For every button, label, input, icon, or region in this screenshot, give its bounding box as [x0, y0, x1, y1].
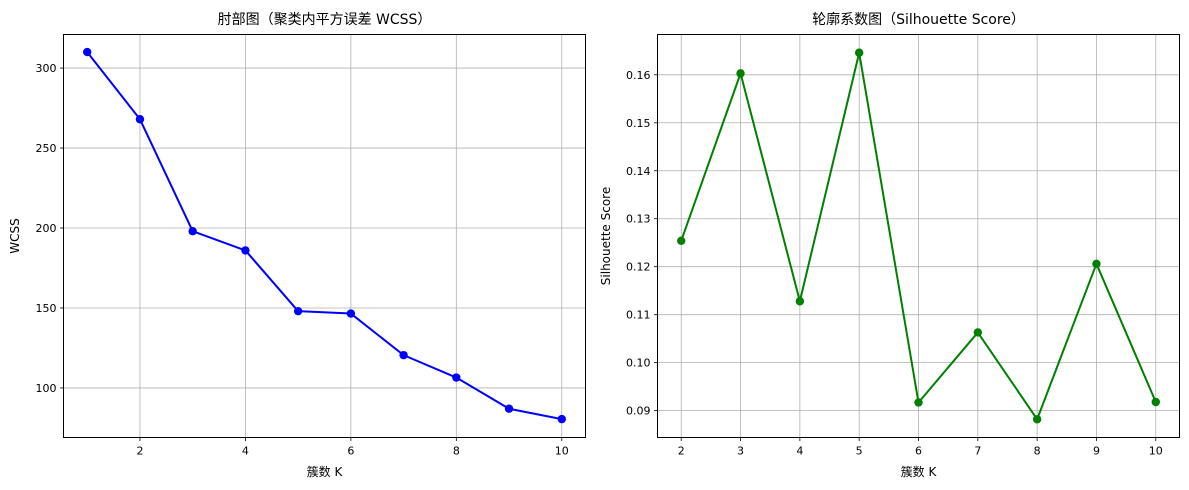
- silhouette-data-point: [854, 48, 864, 57]
- elbow-y-tick-label: 250: [36, 142, 57, 155]
- silhouette-chart-title: 轮廓系数图（Silhouette Score）: [812, 11, 1025, 28]
- silhouette-data-point: [973, 328, 983, 337]
- elbow-x-tick-label: 4: [242, 445, 249, 458]
- elbow-chart-plot-frame: [63, 34, 586, 438]
- silhouette-y-tick-label: 0.12: [626, 261, 651, 274]
- silhouette-data-point: [795, 297, 805, 306]
- elbow-y-tick-label: 200: [36, 222, 57, 235]
- silhouette-chart-plot-frame: [657, 34, 1180, 438]
- silhouette-y-tick-label: 0.15: [626, 117, 651, 130]
- elbow-chart-panel: 肘部图（聚类内平方误差 WCSS） 2 4 6 8 10100150200250300 …: [8, 12, 586, 479]
- silhouette-y-tick-label: 0.10: [626, 357, 651, 370]
- silhouette-x-tick-label: 2: [678, 445, 685, 458]
- elbow-chart-ticks: 2 4 6 8 10 100 150 200 250 300: [36, 62, 569, 457]
- silhouette-y-tick-label: 0.11: [626, 309, 651, 322]
- elbow-chart-grid: [63, 34, 586, 438]
- elbow-chart-markers: [83, 47, 566, 424]
- silhouette-x-tick-label: 7: [974, 445, 981, 458]
- elbow-data-point: [83, 47, 92, 57]
- elbow-data-point: [241, 246, 250, 255]
- silhouette-chart-panel: 轮廓系数图（Silhouette Score） 2 3 4 5 6 7 8 9 10 0.09 0.…: [599, 11, 1180, 479]
- elbow-y-tick-label: 150: [36, 302, 57, 315]
- silhouette-x-tick-label: 9: [1093, 445, 1100, 458]
- elbow-data-point: [188, 227, 197, 236]
- silhouette-chart-y-label: Silhouette Score: [599, 187, 613, 285]
- silhouette-data-point: [1092, 259, 1101, 269]
- elbow-x-tick-label: 2: [136, 445, 143, 458]
- elbow-series-line: [86, 51, 562, 421]
- silhouette-x-tick-label: 4: [796, 445, 803, 458]
- silhouette-data-point: [677, 236, 686, 245]
- elbow-data-point: [135, 115, 145, 124]
- silhouette-chart-markers: [677, 48, 1160, 424]
- elbow-chart-x-label: 簇数 K: [307, 464, 344, 479]
- silhouette-data-point: [914, 398, 923, 407]
- silhouette-y-tick-label: 0.09: [626, 405, 651, 418]
- elbow-y-tick-label: 100: [36, 382, 57, 395]
- silhouette-x-tick-label: 8: [1034, 445, 1041, 458]
- silhouette-data-point: [1151, 397, 1160, 407]
- silhouette-x-tick-label: 5: [856, 445, 863, 458]
- silhouette-chart-grid: [657, 34, 1180, 438]
- elbow-data-point: [557, 414, 566, 424]
- elbow-data-point: [452, 373, 461, 382]
- silhouette-y-tick-label: 0.14: [626, 165, 651, 178]
- silhouette-x-tick-label: 6: [915, 445, 922, 458]
- elbow-x-tick-label: 10: [555, 445, 569, 458]
- elbow-chart-title: 肘部图（聚类内平方误差 WCSS）: [218, 12, 432, 28]
- silhouette-x-tick-label: 10: [1149, 445, 1163, 458]
- elbow-data-point: [293, 306, 303, 316]
- silhouette-y-tick-label: 0.16: [626, 69, 651, 82]
- elbow-data-point: [399, 350, 408, 360]
- silhouette-x-tick-label: 3: [737, 445, 744, 458]
- silhouette-data-point: [1032, 415, 1042, 424]
- elbow-data-point: [346, 309, 356, 318]
- elbow-x-tick-label: 8: [453, 445, 460, 458]
- elbow-x-tick-label: 6: [347, 445, 354, 458]
- elbow-chart-series: [86, 51, 562, 421]
- elbow-chart-y-label: WCSS: [8, 218, 22, 253]
- silhouette-y-tick-label: 0.13: [626, 213, 651, 226]
- silhouette-chart-x-label: 簇数 K: [901, 464, 938, 479]
- silhouette-data-point: [736, 69, 745, 78]
- silhouette-chart-ticks: 2 3 4 5 6 7 8 9 10 0.09 0.10 0.11 0.12 0.13 0.14 0.15 0.…: [626, 69, 1163, 458]
- elbow-data-point: [504, 404, 514, 413]
- elbow-y-tick-label: 300: [36, 62, 57, 75]
